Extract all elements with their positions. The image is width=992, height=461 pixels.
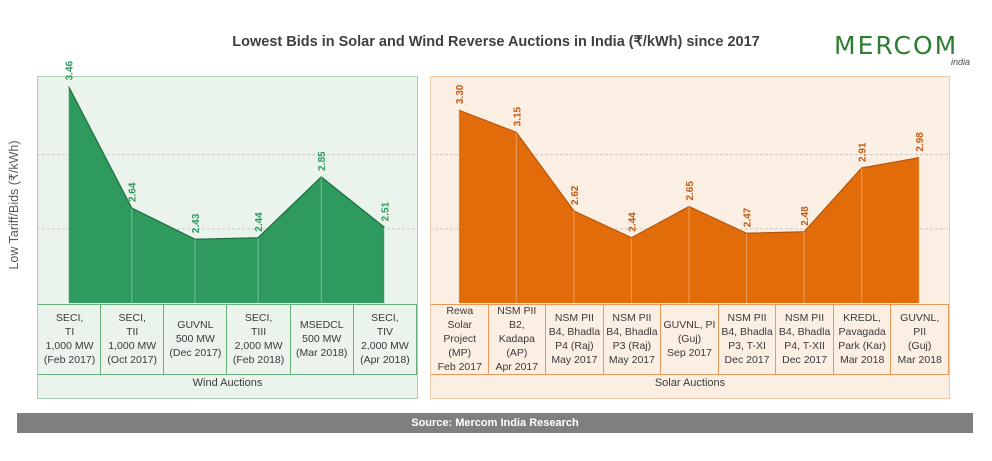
solar-category-label: NSM PII B2, Kadapa (AP) Apr 2017 <box>489 304 547 374</box>
solar-value-label: 2.48 <box>800 206 811 226</box>
wind-value-label: 2.51 <box>380 201 391 221</box>
wind-category-label: MSEDCL 500 MW (Mar 2018) <box>291 304 354 374</box>
wind-category-row: SECI, TI 1,000 MW (Feb 2017) SECI, TII 1,… <box>38 304 417 374</box>
logo-wordmark: MERCOM <box>834 31 959 60</box>
solar-value-label: 3.30 <box>455 84 466 104</box>
solar-category-label: Rewa Solar Project (MP) Feb 2017 <box>431 304 489 374</box>
wind-category-label: SECI, TIV 2,000 MW (Apr 2018) <box>354 304 417 374</box>
solar-value-label: 2.62 <box>570 185 581 205</box>
logo-subtext: india <box>950 57 970 67</box>
solar-category-label: NSM PII B4, Bhadla P4, T-XII Dec 2017 <box>776 304 834 374</box>
solar-series-line <box>458 109 920 239</box>
wind-category-label: SECI, TI 1,000 MW (Feb 2017) <box>38 304 102 374</box>
solar-value-label: 2.47 <box>743 207 754 227</box>
solar-category-label: NSM PII B4, Bhadla P4 (Raj) May 2017 <box>546 304 604 374</box>
category-bottom-border <box>431 374 949 375</box>
wind-group-label: Wind Auctions <box>192 377 263 389</box>
solar-category-label: GUVNL, PI (Guj) Sep 2017 <box>661 304 719 374</box>
solar-value-label: 2.98 <box>915 132 926 152</box>
wind-category-label: SECI, TII 1,000 MW (Oct 2017) <box>101 304 165 374</box>
solar-value-label: 3.15 <box>512 106 523 126</box>
solar-category-label: KREDL, Pavagada Park (Kar) Mar 2018 <box>834 304 892 374</box>
chart-title: Lowest Bids in Solar and Wind Reverse Au… <box>232 34 760 50</box>
mercom-logo: MERCOM india <box>834 31 976 68</box>
solar-value-label: 2.44 <box>627 212 638 232</box>
category-bottom-border <box>38 374 417 375</box>
solar-value-label: 2.91 <box>858 142 869 162</box>
solar-category-label: NSM PII B4, Bhadla P3, T-XI Dec 2017 <box>719 304 777 374</box>
wind-category-label: SECI, TIII 2,000 MW (Feb 2018) <box>228 304 291 374</box>
category-top-border <box>38 304 417 305</box>
wind-value-label: 2.44 <box>254 212 265 232</box>
wind-value-label: 2.64 <box>128 182 139 202</box>
source-bar: Source: Mercom India Research <box>17 413 973 433</box>
solar-value-label: 2.65 <box>685 181 696 201</box>
solar-category-label: GUVNL, PII (Guj) Mar 2018 <box>891 304 949 374</box>
solar-category-label: NSM PII B4, Bhadla P3 (Raj) May 2017 <box>604 304 662 374</box>
solar-group-label: Solar Auctions <box>654 377 726 389</box>
category-top-border <box>431 304 949 305</box>
wind-value-label: 2.85 <box>317 151 328 171</box>
wind-area <box>68 86 385 303</box>
wind-value-label: 2.43 <box>191 213 202 233</box>
wind-series-line <box>68 86 385 240</box>
solar-category-row: Rewa Solar Project (MP) Feb 2017 NSM PII … <box>431 304 949 374</box>
wind-value-label: 3.46 <box>65 60 76 80</box>
wind-category-label: GUVNL 500 MW (Dec 2017) <box>164 304 228 374</box>
